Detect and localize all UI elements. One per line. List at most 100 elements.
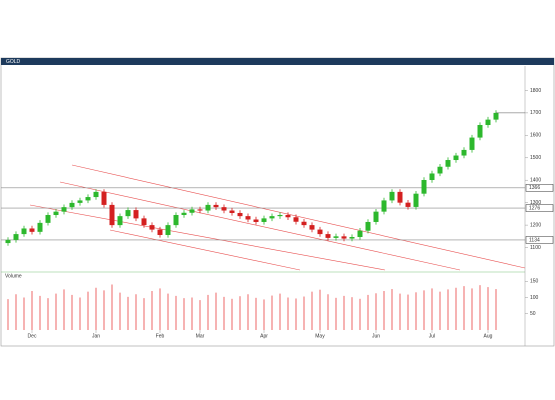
candle-body <box>229 210 235 213</box>
candle-body <box>5 239 11 244</box>
y-tick-label: 1400 <box>530 178 541 184</box>
volume-bar <box>351 297 353 330</box>
candle-body <box>45 215 51 223</box>
candle-body <box>429 173 435 180</box>
candle-body <box>189 209 195 213</box>
candle-body <box>93 191 99 198</box>
volume-bar <box>319 289 321 330</box>
chart-frame <box>0 57 555 347</box>
candle-body <box>333 236 339 238</box>
channel-lines <box>29 164 526 271</box>
candle-body <box>125 210 131 217</box>
candle-body <box>133 210 139 219</box>
volume-bar <box>103 290 105 330</box>
candle-body <box>213 204 219 208</box>
candle-body <box>477 125 483 138</box>
x-tick-label: Feb <box>156 333 165 339</box>
candle-body <box>37 222 43 232</box>
candle-body <box>141 218 147 226</box>
candle-body <box>293 217 299 222</box>
candle-body <box>397 191 403 203</box>
candle-body <box>101 191 107 205</box>
volume-bar <box>7 299 9 330</box>
volume-bar <box>151 291 153 330</box>
candle-body <box>197 209 203 211</box>
level-label: 1134 <box>529 237 540 243</box>
volume-bar <box>303 296 305 330</box>
volume-bar <box>391 289 393 330</box>
y-tick-label: 1800 <box>530 88 541 94</box>
candle-body <box>365 221 371 231</box>
volume-bar <box>279 293 281 330</box>
candle-body <box>61 207 67 212</box>
volume-bar <box>239 296 241 330</box>
level-label: 1366 <box>529 185 540 191</box>
candle-body <box>421 179 427 194</box>
candle-body <box>77 200 83 203</box>
candle-body <box>461 149 467 156</box>
candle-body <box>261 218 267 222</box>
channel-line <box>71 164 526 269</box>
volume-bar <box>407 294 409 330</box>
volume-bar <box>247 294 249 330</box>
volume-bar <box>463 286 465 330</box>
candle-body <box>493 112 499 120</box>
volume-bar <box>191 297 193 330</box>
candle-body <box>405 202 411 207</box>
candle-body <box>277 215 283 217</box>
candle-body <box>149 225 155 230</box>
volume-bar <box>311 291 313 330</box>
volume-bar <box>223 296 225 330</box>
candle-body <box>389 191 395 201</box>
candle-body <box>205 204 211 211</box>
candle-body <box>117 216 123 226</box>
x-tick-label: Jun <box>372 333 380 339</box>
candle-body <box>413 193 419 207</box>
y-tick-label: 1200 <box>530 222 541 228</box>
volume-bar <box>111 284 113 330</box>
candle-body <box>269 216 275 219</box>
volume-bar <box>431 288 433 330</box>
x-tick-label: Mar <box>196 333 205 339</box>
volume-bar <box>231 298 233 330</box>
volume-bar <box>215 292 217 330</box>
volume-bar <box>119 292 121 330</box>
candle-body <box>69 202 75 208</box>
volume-bar <box>327 294 329 330</box>
x-tick-label: Jan <box>92 333 100 339</box>
y-tick-label: 1600 <box>530 133 541 139</box>
volume-bar <box>47 298 49 330</box>
level-box <box>525 184 554 192</box>
channel-line <box>29 204 386 271</box>
candle-body <box>245 216 251 220</box>
candle-body <box>485 119 491 126</box>
candle-body <box>317 229 323 235</box>
channel-line <box>109 229 301 271</box>
volume-bar <box>455 287 457 330</box>
candle-body <box>445 160 451 167</box>
x-tick-label: Dec <box>28 333 37 339</box>
volume-bar <box>207 294 209 330</box>
candle-body <box>165 225 171 235</box>
y-tick-label: 1100 <box>530 245 541 251</box>
candle-body <box>173 215 179 226</box>
volume-bar <box>415 292 417 330</box>
level-label: 1276 <box>529 205 540 211</box>
x-tick-label: Apr <box>260 333 268 339</box>
vol-tick-label: 100 <box>530 295 539 301</box>
volume-bar <box>295 298 297 330</box>
volume-bar <box>87 291 89 330</box>
volume-bar <box>263 299 265 330</box>
candle-body <box>453 155 459 161</box>
candle-body <box>285 215 291 218</box>
candle-body <box>301 221 307 226</box>
y-tick-label: 1500 <box>530 155 541 161</box>
volume-bar <box>375 293 377 330</box>
channel-line <box>59 181 461 271</box>
volume-bar <box>439 291 441 330</box>
volume-title: Volume <box>5 273 22 279</box>
volume-bar <box>335 297 337 330</box>
candle-body <box>357 230 363 238</box>
volume-bar <box>359 298 361 330</box>
volume-bar <box>23 297 25 330</box>
